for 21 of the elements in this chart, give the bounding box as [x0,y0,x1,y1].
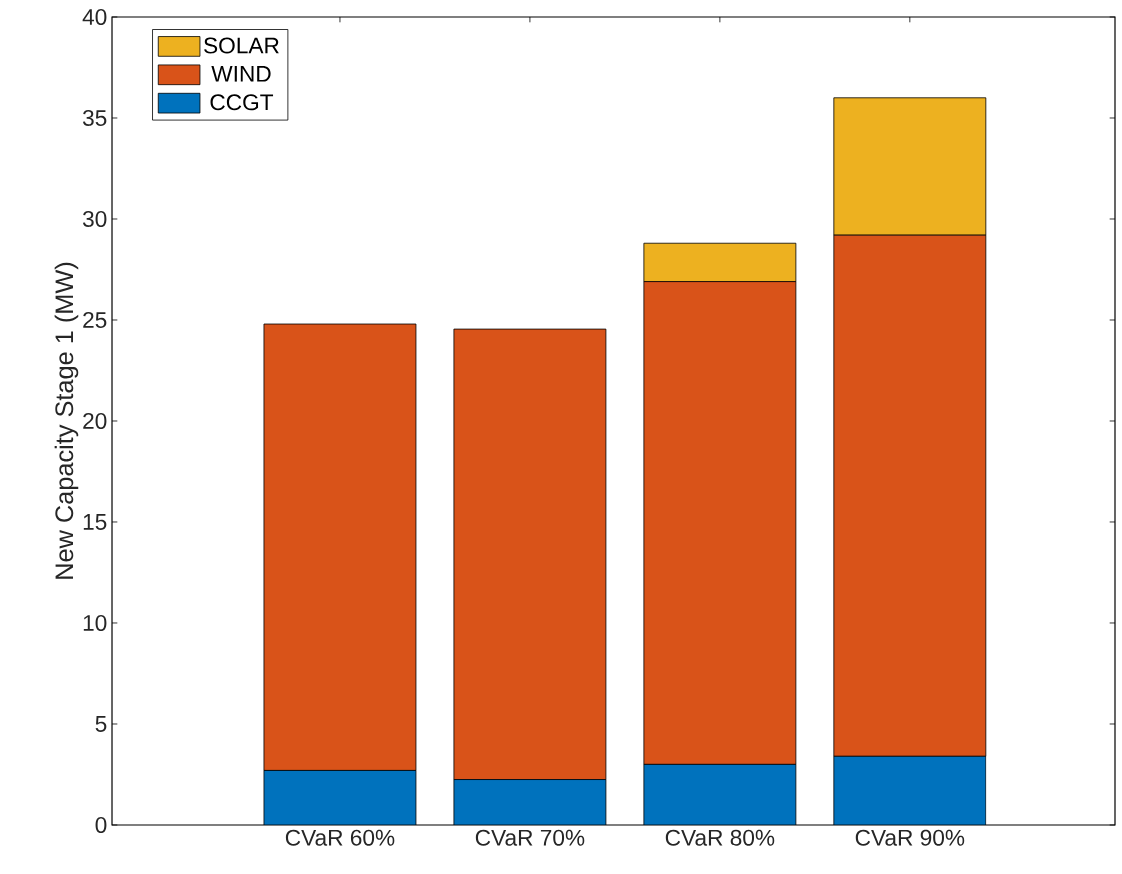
y-tick-label: 0 [95,816,107,834]
legend-label: WIND [211,65,271,82]
y-tick-label: 40 [82,8,107,26]
bar [643,764,796,825]
y-axis-title: New Capacity Stage 1 (MW) [54,262,79,579]
x-tick-label: CVaR 80% [665,829,775,846]
legend-label: SOLAR [204,37,279,54]
bar [263,770,416,825]
y-tick-label: 10 [83,614,107,632]
x-tick-label: CVaR 60% [285,829,395,846]
x-tick-label: CVaR 70% [475,829,585,846]
legend-label: CCGT [210,94,274,111]
y-tick-label: 35 [82,109,107,127]
x-tick-label: CVaR 90% [855,829,965,846]
y-tick-label: 20 [83,412,107,430]
bar [453,779,606,825]
y-tick-label: 5 [95,716,107,732]
bar [833,755,987,825]
y-tick-label: 25 [83,311,107,329]
y-tick-label: 30 [82,210,107,228]
y-tick-label: 15 [83,514,107,530]
